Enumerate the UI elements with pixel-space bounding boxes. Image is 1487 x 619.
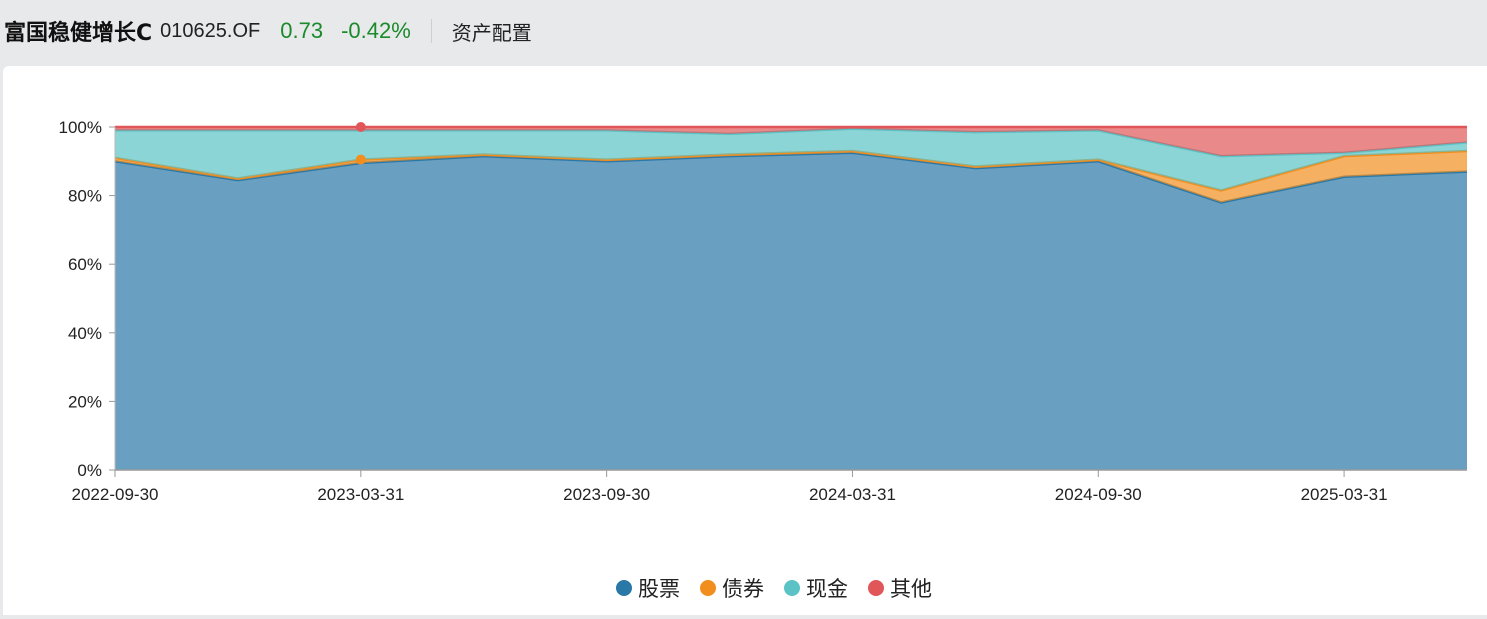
nav-change: -0.42% — [341, 18, 411, 43]
legend-swatch-other[interactable] — [868, 580, 884, 596]
y-tick-label: 60% — [68, 255, 102, 274]
axes: 0% 20% 40% 60% 80% 100% 2022-09-30 2023-03-31 20… — [59, 118, 1467, 504]
area-layers — [114, 125, 1468, 470]
asset-allocation-chart: 0% 20% 40% 60% 80% 100% 2022-09-30 2023-03-31 20… — [59, 118, 1468, 601]
header-divider — [430, 19, 432, 43]
legend-label-stock[interactable]: 股票 — [638, 577, 680, 601]
x-tick-label: 2023-03-31 — [317, 485, 404, 504]
fund-name[interactable]: 富国稳健增长C — [4, 21, 153, 46]
x-tick-label: 2022-09-30 — [72, 485, 159, 504]
nav-value: 0.73 — [280, 18, 324, 43]
hover-markers — [355, 122, 366, 165]
y-tick-label: 100% — [59, 118, 102, 137]
fund-code: 010625.OF — [160, 19, 261, 42]
fund-header: 富国稳健增长C 010625.OF 0.73 -0.42% 资产配置 — [0, 0, 1487, 62]
marker-other — [355, 122, 366, 132]
legend-swatch-stock[interactable] — [616, 580, 632, 596]
x-tick-label: 2024-03-31 — [809, 485, 896, 504]
chart-panel: 0% 20% 40% 60% 80% 100% 2022-09-30 2023-03-31 20… — [3, 66, 1487, 615]
legend-label-cash[interactable]: 现金 — [806, 577, 848, 601]
area-other[interactable] — [115, 127, 1467, 157]
x-tick-label: 2025-03-31 — [1301, 485, 1388, 504]
x-tick-label: 2023-09-30 — [563, 485, 650, 504]
area-stock[interactable] — [115, 152, 1467, 470]
section-title[interactable]: 资产配置 — [451, 20, 532, 45]
marker-bond — [355, 154, 366, 165]
legend-label-other[interactable]: 其他 — [890, 577, 932, 601]
x-tick-label: 2024-09-30 — [1055, 485, 1142, 504]
y-tick-label: 20% — [68, 392, 102, 411]
y-tick-label: 0% — [77, 461, 102, 480]
y-tick-label: 80% — [68, 187, 102, 206]
chart-legend: 股票 债券 现金 其他 — [616, 577, 932, 601]
y-tick-label: 40% — [68, 324, 102, 343]
legend-label-bond[interactable]: 债券 — [722, 577, 764, 601]
area-cash[interactable] — [115, 128, 1467, 191]
legend-swatch-cash[interactable] — [784, 580, 800, 596]
legend-swatch-bond[interactable] — [700, 580, 716, 596]
